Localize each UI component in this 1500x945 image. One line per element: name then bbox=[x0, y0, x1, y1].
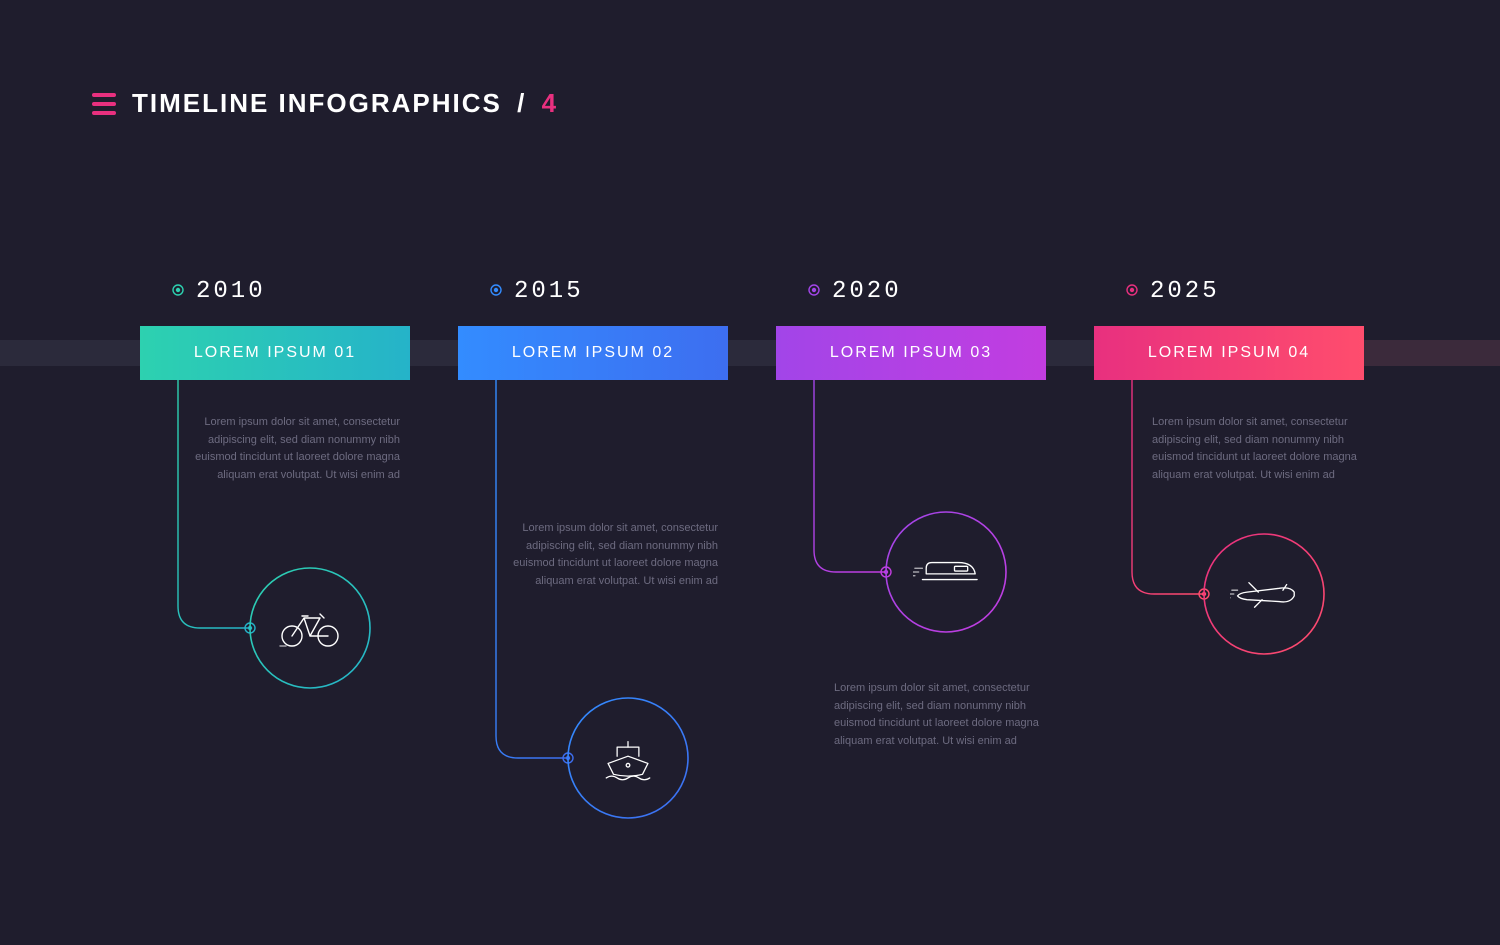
timeline-year-4: 2025 bbox=[1150, 278, 1220, 305]
timeline-year-3: 2020 bbox=[832, 278, 902, 305]
timeline-year-2: 2015 bbox=[514, 278, 584, 305]
timeline-desc-3: Lorem ipsum dolor sit amet, consectetur … bbox=[834, 680, 1044, 750]
timeline-bar-gap bbox=[410, 340, 458, 366]
bicycle-icon bbox=[250, 568, 370, 688]
timeline-bar-gap bbox=[728, 340, 776, 366]
timeline-label-4: LOREM IPSUM 04 bbox=[1094, 326, 1364, 380]
train-icon bbox=[886, 512, 1006, 632]
ship-icon bbox=[568, 698, 688, 818]
timeline-desc-1: Lorem ipsum dolor sit amet, consectetur … bbox=[190, 414, 400, 484]
timeline-label-3: LOREM IPSUM 03 bbox=[776, 326, 1046, 380]
infographic-stage: LOREM IPSUM 01 2010 Lorem ipsum dolor sit … bbox=[0, 0, 1500, 945]
timeline-bar-gap bbox=[1046, 340, 1094, 366]
timeline-label-1: LOREM IPSUM 01 bbox=[140, 326, 410, 380]
plane-icon bbox=[1204, 534, 1324, 654]
timeline-label-2: LOREM IPSUM 02 bbox=[458, 326, 728, 380]
timeline-desc-4: Lorem ipsum dolor sit amet, consectetur … bbox=[1152, 414, 1362, 484]
timeline-desc-2: Lorem ipsum dolor sit amet, consectetur … bbox=[508, 520, 718, 590]
timeline-year-1: 2010 bbox=[196, 278, 266, 305]
